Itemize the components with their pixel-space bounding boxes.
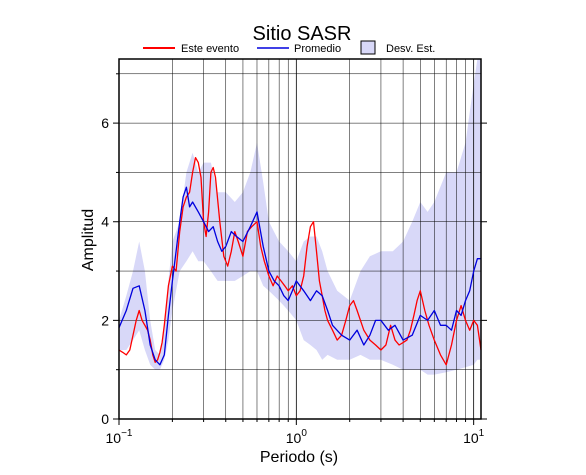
chart-title: Sitio SASR <box>253 23 352 45</box>
legend-label-desv-est: Desv. Est. <box>386 43 435 55</box>
y-tick-label: 2 <box>101 312 109 328</box>
y-tick-label: 4 <box>101 214 109 230</box>
series-lines <box>118 156 482 366</box>
y-tick-label: 0 <box>101 411 109 427</box>
std-band-area <box>119 59 481 375</box>
std-band <box>119 59 481 375</box>
legend-swatch-desv-est <box>360 40 376 55</box>
y-axis-title: Amplitud <box>80 209 97 271</box>
y-tick-label: 6 <box>101 115 109 131</box>
series-line-promedio <box>118 186 481 366</box>
legend: Este evento Promedio Desv. Est. <box>143 40 435 55</box>
legend-label-este-evento: Este evento <box>181 43 239 55</box>
plot-frame <box>118 58 482 420</box>
series-line-este-evento <box>118 156 482 366</box>
legend-label-promedio: Promedio <box>294 43 341 55</box>
x-axis-title: Periodo (s) <box>260 449 338 466</box>
